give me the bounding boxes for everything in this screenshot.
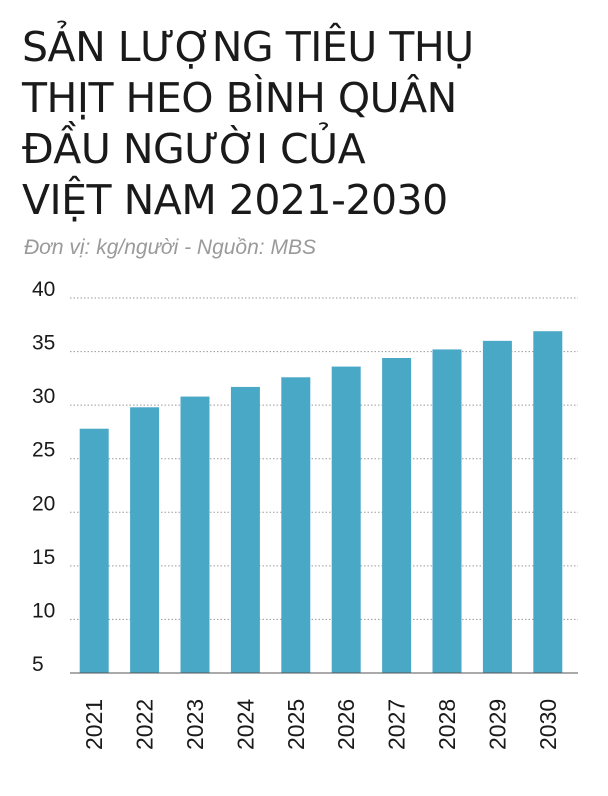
chart-subtitle: Đơn vị: kg/người - Nguồn: MBS [24,236,316,259]
bar [230,386,260,673]
x-tick-label: 2030 [535,699,561,750]
bar [281,377,311,673]
chart-title: SẢN LƯỢNG TIÊU THỤ THỊT HEO BÌNH QUÂN ĐẦ… [22,22,592,226]
bar [130,407,160,673]
x-tick-label: 2029 [484,699,510,750]
y-tick-label: 20 [32,492,55,515]
bar [533,331,563,673]
x-tick-label: 2025 [283,699,309,750]
bar [331,366,361,673]
x-tick-label: 2023 [182,699,208,750]
y-tick-label: 30 [32,385,55,408]
bar [382,358,412,673]
y-tick-label: 5 [32,653,44,676]
chart-title-line: THỊT HEO BÌNH QUÂN [22,74,457,122]
y-tick-label: 25 [32,439,55,462]
bar [432,349,462,673]
chart-title-line: VIỆT NAM 2021-2030 [22,176,448,224]
x-tick-label: 2028 [434,699,460,750]
bar [180,396,210,673]
chart-title-line: SẢN LƯỢNG TIÊU THỤ [22,23,474,71]
bar [482,340,512,673]
x-tick-label: 2022 [132,699,158,750]
x-tick-label: 2024 [232,699,258,750]
x-tick-label: 2021 [81,699,107,750]
x-tick-label: 2027 [384,699,410,750]
y-tick-label: 40 [32,278,55,301]
x-tick-label: 2026 [333,699,359,750]
bar [79,428,109,673]
y-tick-label: 15 [32,546,55,569]
y-tick-label: 35 [32,332,55,355]
chart-title-line: ĐẦU NGƯỜI CỦA [22,125,366,173]
y-tick-label: 10 [32,599,55,622]
